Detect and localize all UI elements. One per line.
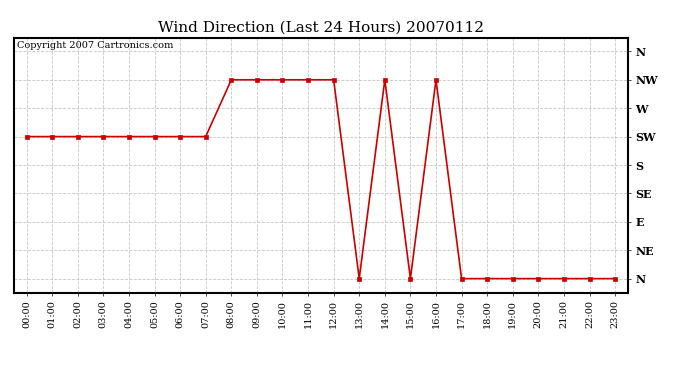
Text: Copyright 2007 Cartronics.com: Copyright 2007 Cartronics.com [17, 41, 173, 50]
Title: Wind Direction (Last 24 Hours) 20070112: Wind Direction (Last 24 Hours) 20070112 [158, 21, 484, 35]
